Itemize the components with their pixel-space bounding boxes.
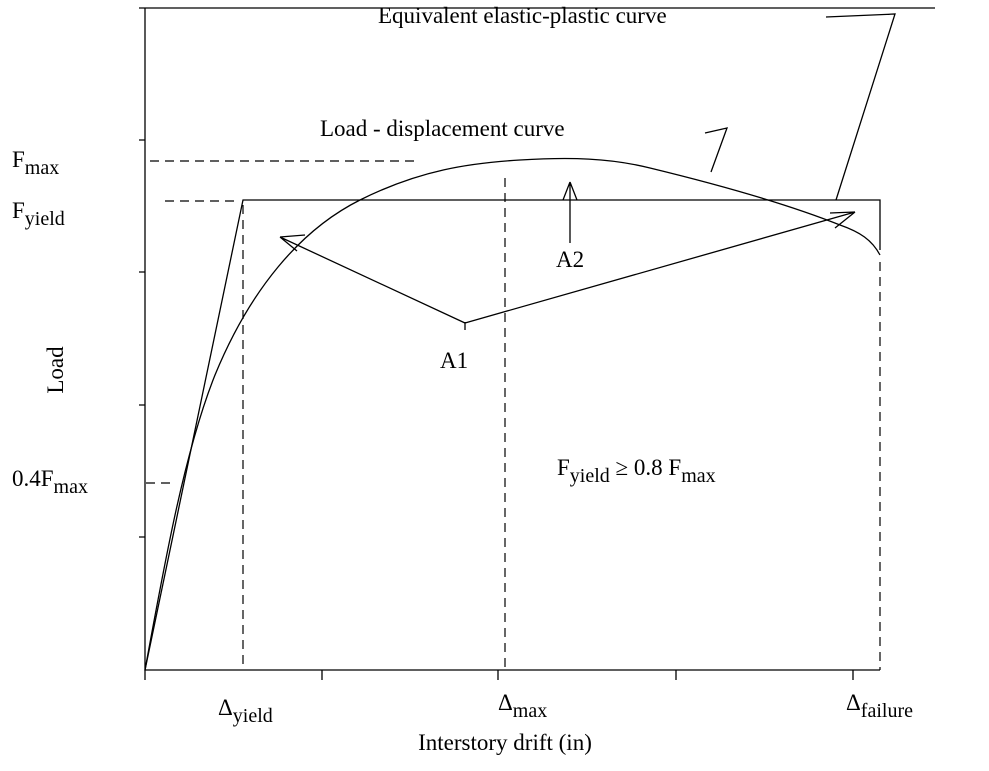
- label-part: F: [12, 147, 25, 172]
- label-part: yield: [233, 705, 273, 727]
- x-ticks: [144, 670, 854, 680]
- equivalent-label: Equivalent elastic-plastic curve: [378, 3, 667, 28]
- dfailure-label: Δfailure: [846, 690, 913, 722]
- load-disp-label: Load - displacement curve: [320, 116, 565, 141]
- load-displacement-curve: [144, 157, 881, 671]
- label-part: max: [25, 157, 59, 179]
- f04-label: 0.4Fmax: [12, 466, 88, 498]
- load-disp-leader: [704, 127, 729, 173]
- label-part: yield: [25, 208, 65, 230]
- dyield-label: Δyield: [218, 695, 273, 727]
- label-part: max: [681, 465, 715, 487]
- axes: [144, 8, 880, 671]
- equivalent-leader: [825, 13, 896, 201]
- dmax-label: Δmax: [498, 690, 547, 722]
- fyield-label: Fyield: [12, 198, 65, 230]
- a1-label: A1: [440, 348, 468, 373]
- criterion: Fyield ≥ 0.8 Fmax: [557, 455, 716, 487]
- label-part: ≥ 0.8 F: [610, 455, 681, 480]
- label-part: F: [557, 455, 570, 480]
- a2-label: A2: [556, 247, 584, 272]
- x-axis-label: Interstory drift (in): [418, 730, 592, 755]
- elastic-plastic-curve: [144, 199, 881, 671]
- label-part: 0.4F: [12, 466, 54, 491]
- label-part: max: [54, 476, 88, 498]
- a1-arrows: [279, 211, 856, 330]
- fmax-label: Fmax: [12, 147, 59, 179]
- y-axis-label: Load: [43, 346, 68, 394]
- label-part: failure: [861, 700, 913, 722]
- label-part: max: [513, 700, 547, 722]
- label-part: Δ: [498, 690, 513, 715]
- label-part: yield: [570, 465, 610, 487]
- label-part: Δ: [846, 690, 861, 715]
- y-ticks: [139, 7, 145, 538]
- a2-arrow: [562, 181, 578, 243]
- label-part: Δ: [218, 695, 233, 720]
- label-part: F: [12, 198, 25, 223]
